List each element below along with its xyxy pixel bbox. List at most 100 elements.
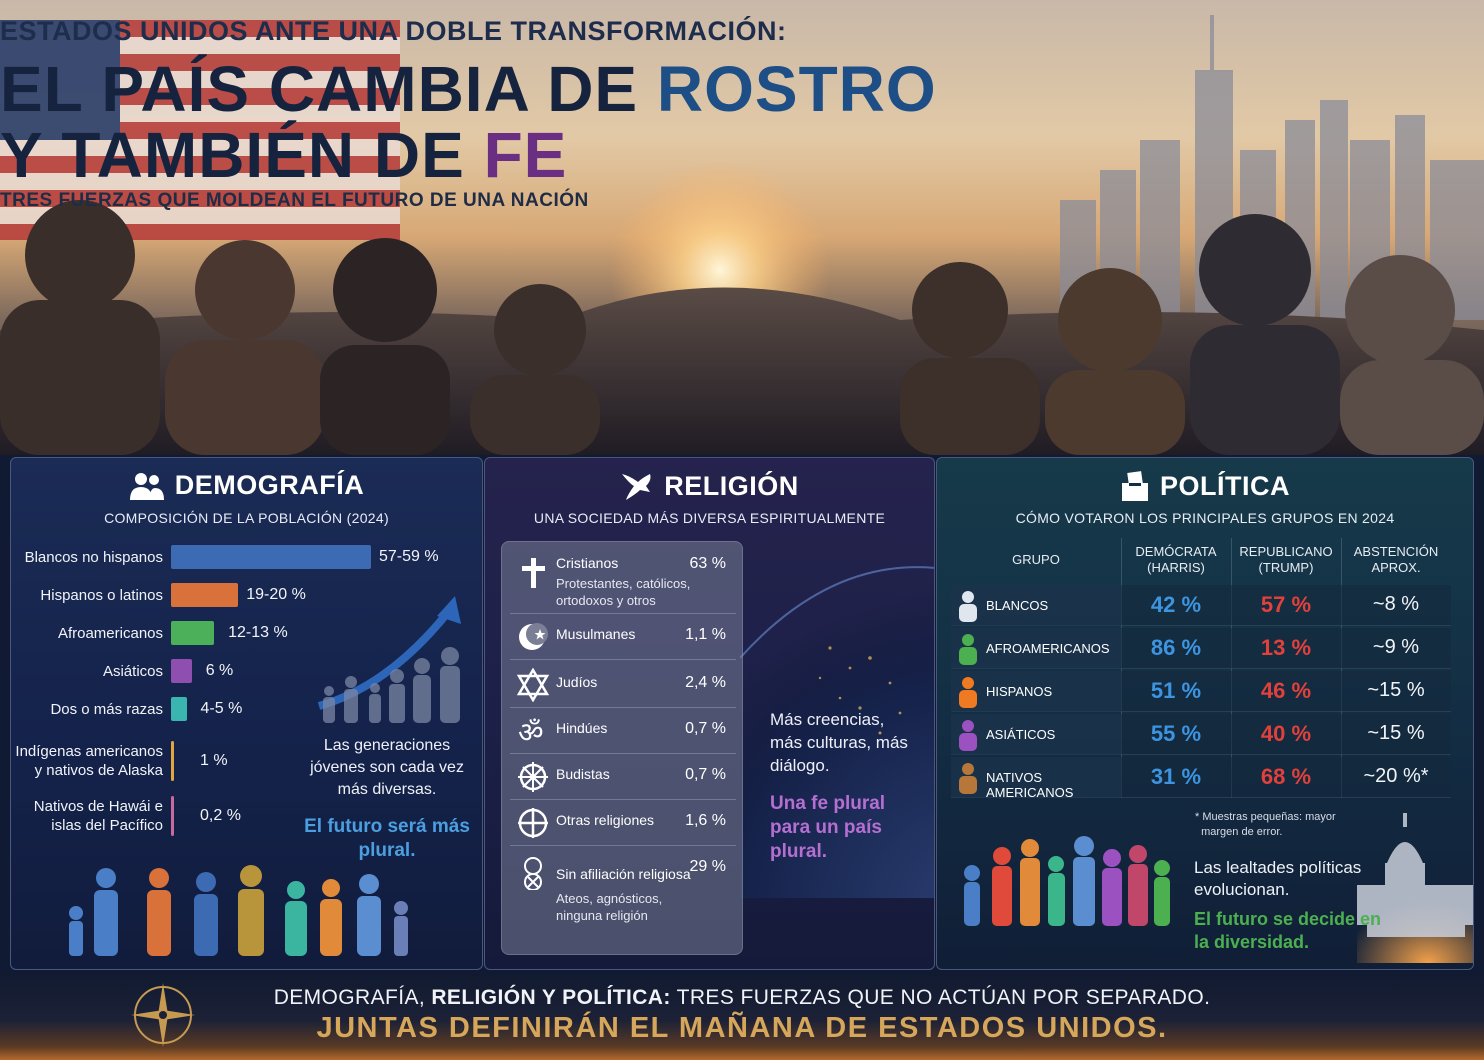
abstention-share: ~20 %*	[1363, 765, 1429, 787]
population-bar-row: Hispanos o latinos 19-20 %	[11, 583, 482, 607]
religion-row: ॐ Hindúes 0,7 %	[510, 708, 736, 754]
demografia-accent: El futuro será más plural.	[304, 816, 470, 861]
population-bar	[171, 796, 174, 836]
population-bar-row: Indígenas americanos y nativos de Alaska…	[11, 741, 482, 781]
foreground-people	[0, 200, 1484, 455]
panel-subtitle: UNA SOCIEDAD MÁS DIVERSA ESPIRITUALMENTE	[533, 510, 886, 526]
democrat-share: 55 %	[1150, 721, 1202, 746]
person-icon	[959, 634, 977, 665]
religion-name: Otras religiones	[556, 812, 655, 828]
col-header-abs: ABSTENCIÓN APROX.	[1353, 544, 1439, 575]
population-group-label: Indígenas americanos y nativos de Alaska	[15, 743, 163, 779]
hero-subtitle: TRES FUERZAS QUE MOLDEAN EL FUTURO DE UN…	[0, 190, 589, 211]
religion-name: Judíos	[556, 674, 598, 690]
population-value: 4-5 %	[200, 700, 243, 717]
panel-subtitle: COMPOSICIÓN DE LA POBLACIÓN (2024)	[104, 510, 389, 526]
population-value: 1 %	[200, 752, 228, 769]
population-value: 12-13 %	[228, 624, 288, 641]
group-cell: AFROAMERICANOS	[951, 628, 1121, 669]
vote-table-row: NATIVOS AMERICANOS 31 % 68 % ~20 %*	[951, 757, 1451, 800]
compass-icon	[131, 983, 195, 1047]
svg-text:ॐ: ॐ	[518, 716, 544, 748]
people-icon	[129, 472, 164, 500]
republican-share: 68 %	[1260, 764, 1312, 789]
religion-row: Budistas 0,7 %	[510, 754, 736, 800]
us-flag	[0, 20, 400, 240]
religion-name: Musulmanes	[556, 626, 636, 642]
footer-text-bold: RELIGIÓN Y POLÍTICA:	[431, 986, 671, 1009]
hero-title-part: EL PAÍS CAMBIA DE	[0, 53, 657, 125]
population-value: 57-59 %	[379, 548, 439, 565]
religion-list: Cristianos Protestantes, católicos, ortod…	[501, 541, 743, 955]
population-group-label: Nativos de Hawái e islas del Pacífico	[33, 798, 163, 834]
hero-title-part: Y TAMBIÉN DE	[0, 119, 484, 191]
population-bar	[171, 545, 371, 569]
demografia-note: Las generaciones jóvenes son cada vez má…	[310, 737, 464, 798]
person-icon	[959, 677, 977, 708]
vote-table-row: BLANCOS 42 % 57 % ~8 %	[951, 585, 1451, 626]
vote-table-row: ASIÁTICOS 55 % 40 % ~15 %	[951, 714, 1451, 755]
religion-name: Cristianos	[556, 555, 619, 571]
capitol-building-illustration	[1357, 813, 1473, 963]
footer-text: DEMOGRAFÍA,	[273, 986, 432, 1009]
hero-title-accent-rostro: ROSTRO	[656, 53, 937, 125]
hero-title-line1: EL PAÍS CAMBIA DE ROSTRO	[0, 52, 1484, 126]
democrat-share: 31 %	[1150, 764, 1202, 789]
population-value: 0,2 %	[200, 807, 241, 824]
group-name: ASIÁTICOS	[986, 727, 1056, 742]
population-value: 19-20 %	[246, 586, 306, 603]
population-bar	[171, 659, 192, 683]
panel-politica: POLÍTICA CÓMO VOTARON LOS PRINCIPALES GR…	[936, 457, 1474, 970]
person-icon	[959, 591, 977, 622]
group-name: HISPANOS	[986, 684, 1053, 699]
population-bar-row: Afroamericanos 12-13 %	[11, 621, 482, 645]
dove-icon	[622, 474, 651, 500]
growth-figures-illustration	[317, 596, 461, 723]
group-cell: BLANCOS	[951, 585, 1121, 626]
abstention-share: ~15 %	[1367, 679, 1425, 701]
dharma-wheel-icon	[518, 762, 548, 792]
population-bar-row: Asiáticos 6 %	[11, 659, 482, 683]
republican-share: 40 %	[1260, 721, 1312, 746]
population-bar	[171, 741, 174, 781]
religion-value: 1,1 %	[685, 626, 726, 643]
footer-text: TRES FUERZAS QUE NO ACTÚAN POR SEPARADO.	[670, 986, 1211, 1009]
panel-title: POLÍTICA	[1160, 470, 1290, 501]
population-group-label: Afroamericanos	[57, 624, 163, 642]
religion-description: Protestantes, católicos, ortodoxos y otr…	[556, 576, 691, 608]
religion-row: Judíos 2,4 %	[510, 662, 736, 708]
hero-title-accent-fe: FE	[483, 119, 568, 191]
population-bar-row: Blancos no hispanos 57-59 %	[11, 545, 482, 569]
population-group-label: Dos o más razas	[50, 700, 163, 718]
religion-name: Budistas	[556, 766, 610, 782]
population-value: 6 %	[205, 662, 234, 679]
panel-demografia: DEMOGRAFÍA COMPOSICIÓN DE LA POBLACIÓN (…	[10, 457, 483, 970]
circle-cross-icon	[518, 808, 548, 838]
panel-title: RELIGIÓN	[664, 470, 799, 501]
politica-footnote: * Muestras pequeñas: mayor margen de err…	[1195, 811, 1336, 838]
col-header-dem: DEMÓCRATA (HARRIS)	[1135, 544, 1217, 575]
panel-religion: RELIGIÓN UNA SOCIEDAD MÁS DIVERSA ESPIRI…	[484, 457, 935, 970]
population-bar-row: Dos o más razas 4-5 %	[11, 697, 482, 721]
person-icon	[959, 763, 977, 794]
person-icon	[959, 720, 977, 751]
footer-line2: JUNTAS DEFINIRÁN EL MAÑANA DE ESTADOS UN…	[316, 1012, 1168, 1044]
population-group-label: Blancos no hispanos	[24, 548, 163, 566]
population-group-label: Hispanos o latinos	[40, 586, 163, 604]
democrat-share: 51 %	[1150, 678, 1202, 703]
population-bar	[171, 583, 239, 607]
hero-illustration	[0, 15, 1484, 455]
religion-name: Sin afiliación religiosa	[556, 866, 691, 882]
cross-icon	[522, 558, 545, 588]
diverse-people-illustration	[69, 865, 408, 956]
religion-value: 29 %	[689, 858, 726, 875]
ballot-box-icon	[1122, 471, 1148, 501]
republican-share: 46 %	[1260, 678, 1312, 703]
col-header-rep: REPUBLICANO (TRUMP)	[1239, 544, 1333, 575]
republican-share: 13 %	[1260, 635, 1312, 660]
panel-title: DEMOGRAFÍA	[174, 470, 365, 500]
democrat-share: 42 %	[1150, 592, 1202, 617]
group-cell: NATIVOS AMERICANOS	[951, 757, 1121, 800]
religion-row: Sin afiliación religiosa Ateos, agnóstico…	[510, 846, 736, 952]
abstention-share: ~9 %	[1372, 636, 1420, 658]
